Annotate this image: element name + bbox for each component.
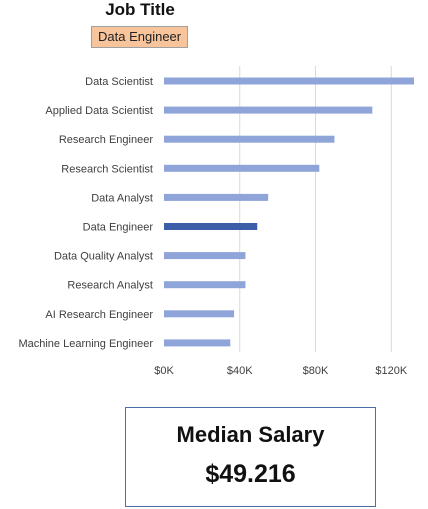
bar	[164, 164, 320, 172]
x-tick-label: $0K	[154, 365, 174, 377]
category-label: Data Scientist	[85, 76, 153, 88]
selected-job-chip[interactable]: Data Engineer	[91, 26, 189, 48]
bar	[164, 252, 246, 260]
category-label: Data Quality Analyst	[54, 251, 153, 263]
bar	[164, 135, 335, 143]
category-label: Research Engineer	[59, 134, 154, 146]
job-title-filter: Job Title Data Engineer	[0, 0, 280, 52]
x-tick-label: $80K	[303, 365, 329, 377]
kpi-value: $49.216	[205, 460, 296, 488]
kpi-title: Median Salary	[176, 422, 325, 447]
category-label: AI Research Engineer	[45, 309, 153, 321]
category-label: Data Engineer	[83, 222, 154, 234]
category-label: Research Analyst	[67, 280, 153, 292]
salary-bar-chart: $0K $40K $80K $120K Data Scientist Applied Da…	[18, 66, 414, 377]
bar	[164, 77, 414, 85]
category-label: Applied Data Scientist	[45, 105, 153, 117]
x-tick-label: $40K	[227, 365, 253, 377]
bar-highlighted	[164, 223, 258, 230]
bar	[164, 281, 246, 289]
bar	[164, 310, 235, 318]
bar	[164, 339, 231, 347]
x-tick-label: $120K	[375, 365, 407, 377]
filter-title: Job Title	[105, 0, 175, 19]
bar	[164, 106, 373, 114]
category-label: Research Scientist	[61, 163, 153, 175]
category-label: Machine Learning Engineer	[18, 338, 153, 350]
median-salary-card: Median Salary $49.216	[125, 407, 376, 507]
category-label: Data Analyst	[91, 192, 153, 204]
bar	[164, 193, 269, 201]
